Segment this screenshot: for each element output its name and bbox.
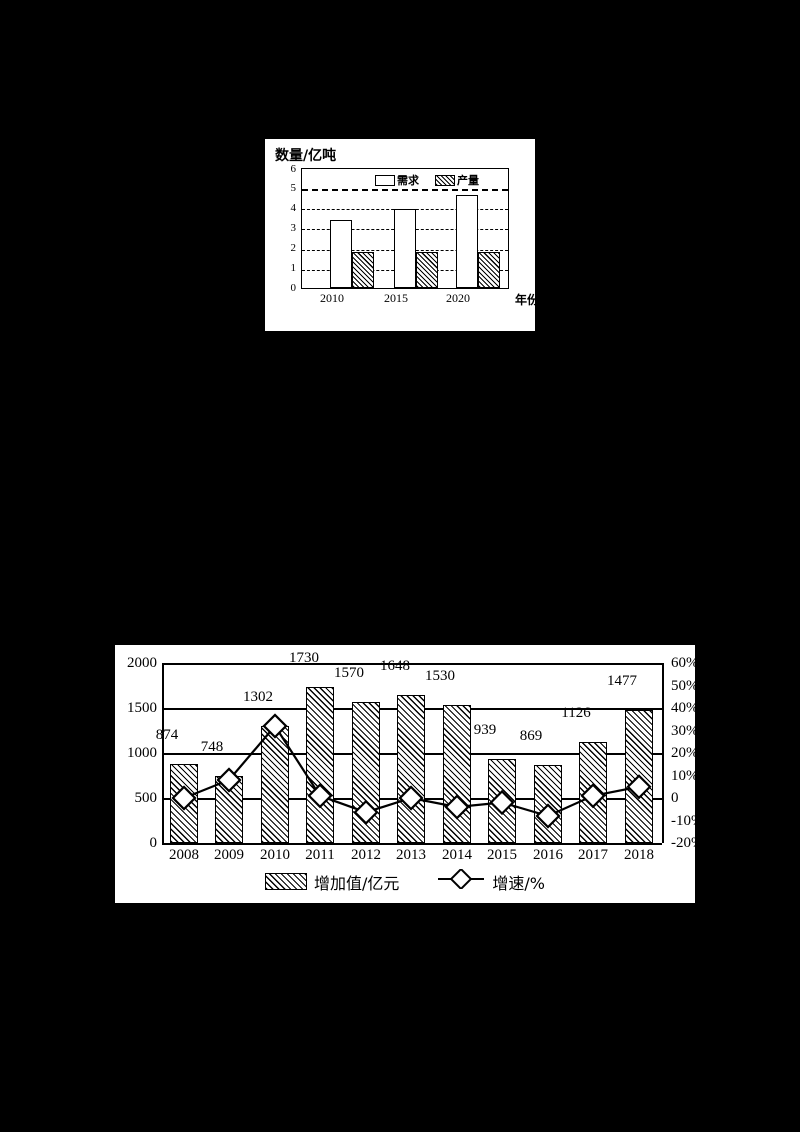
chart2-xtick-2015: 2015 — [487, 847, 517, 863]
chart2-right-axis — [662, 663, 664, 843]
chart2-ytick-right-50: 50% — [671, 677, 699, 694]
chart2-ytick-right-10: 10% — [671, 767, 699, 784]
chart2-xtick-2013: 2013 — [396, 847, 426, 863]
chart1-ytick-0: 0 — [290, 282, 297, 294]
chart2-marker-2013 — [398, 785, 424, 811]
chart1-bar-demand-2015 — [394, 209, 416, 288]
chart2-xtick-2008: 2008 — [169, 847, 199, 863]
chart2-barlabel-2016: 869 — [519, 728, 543, 744]
chart2-marker-2008 — [171, 785, 197, 811]
chart2-ytick-left-0: 0 — [149, 835, 158, 851]
chart2-legend-label-growth-rate: 增速/% — [492, 873, 545, 893]
chart1-ytick-1: 1 — [290, 262, 297, 274]
chart2-marker-2010 — [262, 713, 288, 739]
chart2-bar-2016 — [534, 764, 562, 843]
chart2-marker-2016 — [535, 803, 561, 829]
chart2-barlabel-2018: 1477 — [607, 673, 637, 689]
chart2-xtick-2012: 2012 — [351, 847, 381, 863]
chart1-legend-swatch-demand — [375, 174, 395, 186]
chart2-bar-2014 — [443, 705, 471, 843]
chart2-marker-2015 — [489, 789, 515, 816]
chart2-xtick-2017: 2017 — [578, 847, 608, 863]
chart2-ytick-right-30: 30% — [671, 722, 699, 739]
chart1-ytick-6: 6 — [290, 163, 297, 175]
added-value-growth-chart: 2000 1500 1000 500 0 60% 50% 40% 30% 20%… — [115, 645, 704, 903]
chart1-ytick-4: 4 — [290, 202, 297, 214]
chart2-bar-2013 — [397, 694, 425, 843]
chart1-ytick-5: 5 — [290, 182, 297, 194]
chart1-legend-item-production: 产量 — [435, 172, 479, 188]
chart1-xtick-2020: 2020 — [446, 291, 470, 305]
chart2-ytick-right-neg10: -10% — [671, 812, 704, 829]
chart1-y-axis-title: 数量/亿吨 — [275, 148, 337, 164]
chart2-plot-area — [162, 663, 662, 845]
chart2-ytick-right-0: 0 — [671, 790, 679, 806]
chart2-barlabel-2009: 748 — [200, 739, 224, 755]
chart2-bar-2017 — [579, 741, 607, 843]
diamond-line-icon — [438, 867, 485, 891]
chart2-ytick-left-500: 500 — [134, 790, 158, 806]
chart1-legend-label-production: 产量 — [457, 174, 479, 187]
chart2-ytick-left-1000: 1000 — [127, 745, 157, 761]
chart1-legend-item-demand: 需求 — [375, 172, 419, 188]
chart2-xtick-2018: 2018 — [624, 847, 654, 863]
chart2-legend-swatch-growth-rate — [437, 867, 485, 894]
chart1-legend-label-demand: 需求 — [397, 174, 419, 187]
chart1-bar-production-2015 — [416, 252, 438, 288]
chart1-bar-demand-2020 — [456, 195, 478, 288]
chart2-xtick-2010: 2010 — [260, 847, 290, 863]
chart2-marker-2011 — [307, 783, 333, 809]
chart1-plot-area — [301, 168, 509, 289]
chart2-ytick-right-60: 60% — [671, 655, 699, 671]
chart2-xtick-2016: 2016 — [533, 847, 563, 863]
chart1-bar-demand-2010 — [330, 220, 352, 288]
chart2-barlabel-2008: 874 — [155, 727, 179, 743]
chart2-barlabel-2015: 939 — [473, 722, 497, 738]
chart1-bar-production-2010 — [352, 252, 374, 288]
chart2-barlabel-2017: 1126 — [561, 705, 591, 721]
chart2-legend-item-added-value: 增加值/亿元 — [264, 870, 400, 894]
supply-demand-chart: 数量/亿吨 6 5 4 3 2 1 0 — [265, 139, 539, 331]
chart2-marker-2014 — [444, 794, 470, 820]
chart2-marker-2009 — [216, 767, 242, 793]
chart2-legend-label-added-value: 增加值/亿元 — [313, 873, 400, 893]
chart2-legend-item-growth-rate: 增速/% — [437, 867, 545, 894]
chart2-ytick-right-20: 20% — [671, 745, 699, 761]
chart2-marker-2012 — [353, 799, 379, 825]
chart2-barlabel-2011: 1730 — [289, 650, 319, 666]
chart2-ytick-right-40: 40% — [671, 700, 699, 716]
chart2-gridline-2000 — [162, 663, 662, 665]
chart2-barlabel-2012: 1570 — [334, 665, 364, 681]
chart2-barlabel-2013: 1648 — [380, 658, 410, 674]
chart2-legend: 增加值/亿元 增速/% — [115, 867, 695, 894]
chart1-ytick-3: 3 — [290, 222, 297, 234]
chart2-line-markers — [171, 713, 652, 829]
chart2-legend-swatch-added-value — [264, 873, 307, 890]
chart1-xtick-2015: 2015 — [384, 291, 408, 305]
chart1-x-axis-title: 年份 — [515, 293, 540, 307]
chart2-bar-2010 — [261, 725, 289, 843]
chart2-ytick-right-neg20: -20% — [671, 835, 704, 851]
chart1-legend-swatch-production — [435, 174, 455, 186]
chart2-bar-2011 — [306, 687, 334, 843]
chart2-bar-2012 — [352, 701, 380, 843]
chart2-marker-2017 — [580, 783, 606, 809]
chart2-barlabel-2014: 1530 — [425, 668, 455, 684]
chart1-gridline-5 — [302, 189, 508, 191]
chart2-gridline-0 — [162, 843, 662, 845]
chart2-xtick-2011: 2011 — [305, 847, 335, 863]
chart1-bar-production-2020 — [478, 252, 500, 288]
chart2-xtick-2014: 2014 — [442, 847, 472, 863]
chart1-ytick-2: 2 — [290, 242, 297, 254]
chart1-legend: 需求 产量 — [375, 172, 479, 188]
chart2-growth-line — [171, 713, 652, 829]
chart2-marker-2018 — [626, 774, 652, 800]
chart2-ytick-left-2000: 2000 — [127, 655, 157, 671]
chart2-xtick-2009: 2009 — [214, 847, 244, 863]
chart2-ytick-left-1500: 1500 — [127, 700, 157, 716]
chart1-xtick-2010: 2010 — [320, 291, 344, 305]
chart2-barlabel-2010: 1302 — [243, 689, 273, 705]
